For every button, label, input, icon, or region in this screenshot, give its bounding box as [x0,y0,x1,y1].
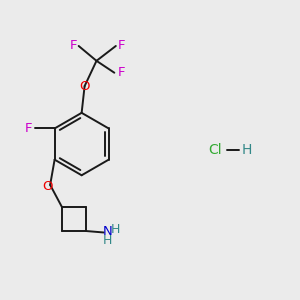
Text: H: H [103,234,112,247]
Text: F: F [117,39,125,52]
Text: F: F [118,66,125,79]
Text: O: O [43,180,53,193]
Text: Cl: Cl [208,143,222,157]
Text: H: H [111,223,120,236]
Text: H: H [242,143,252,157]
Text: N: N [102,225,112,238]
Text: F: F [70,39,77,52]
Text: F: F [25,122,32,135]
Text: O: O [80,80,90,93]
